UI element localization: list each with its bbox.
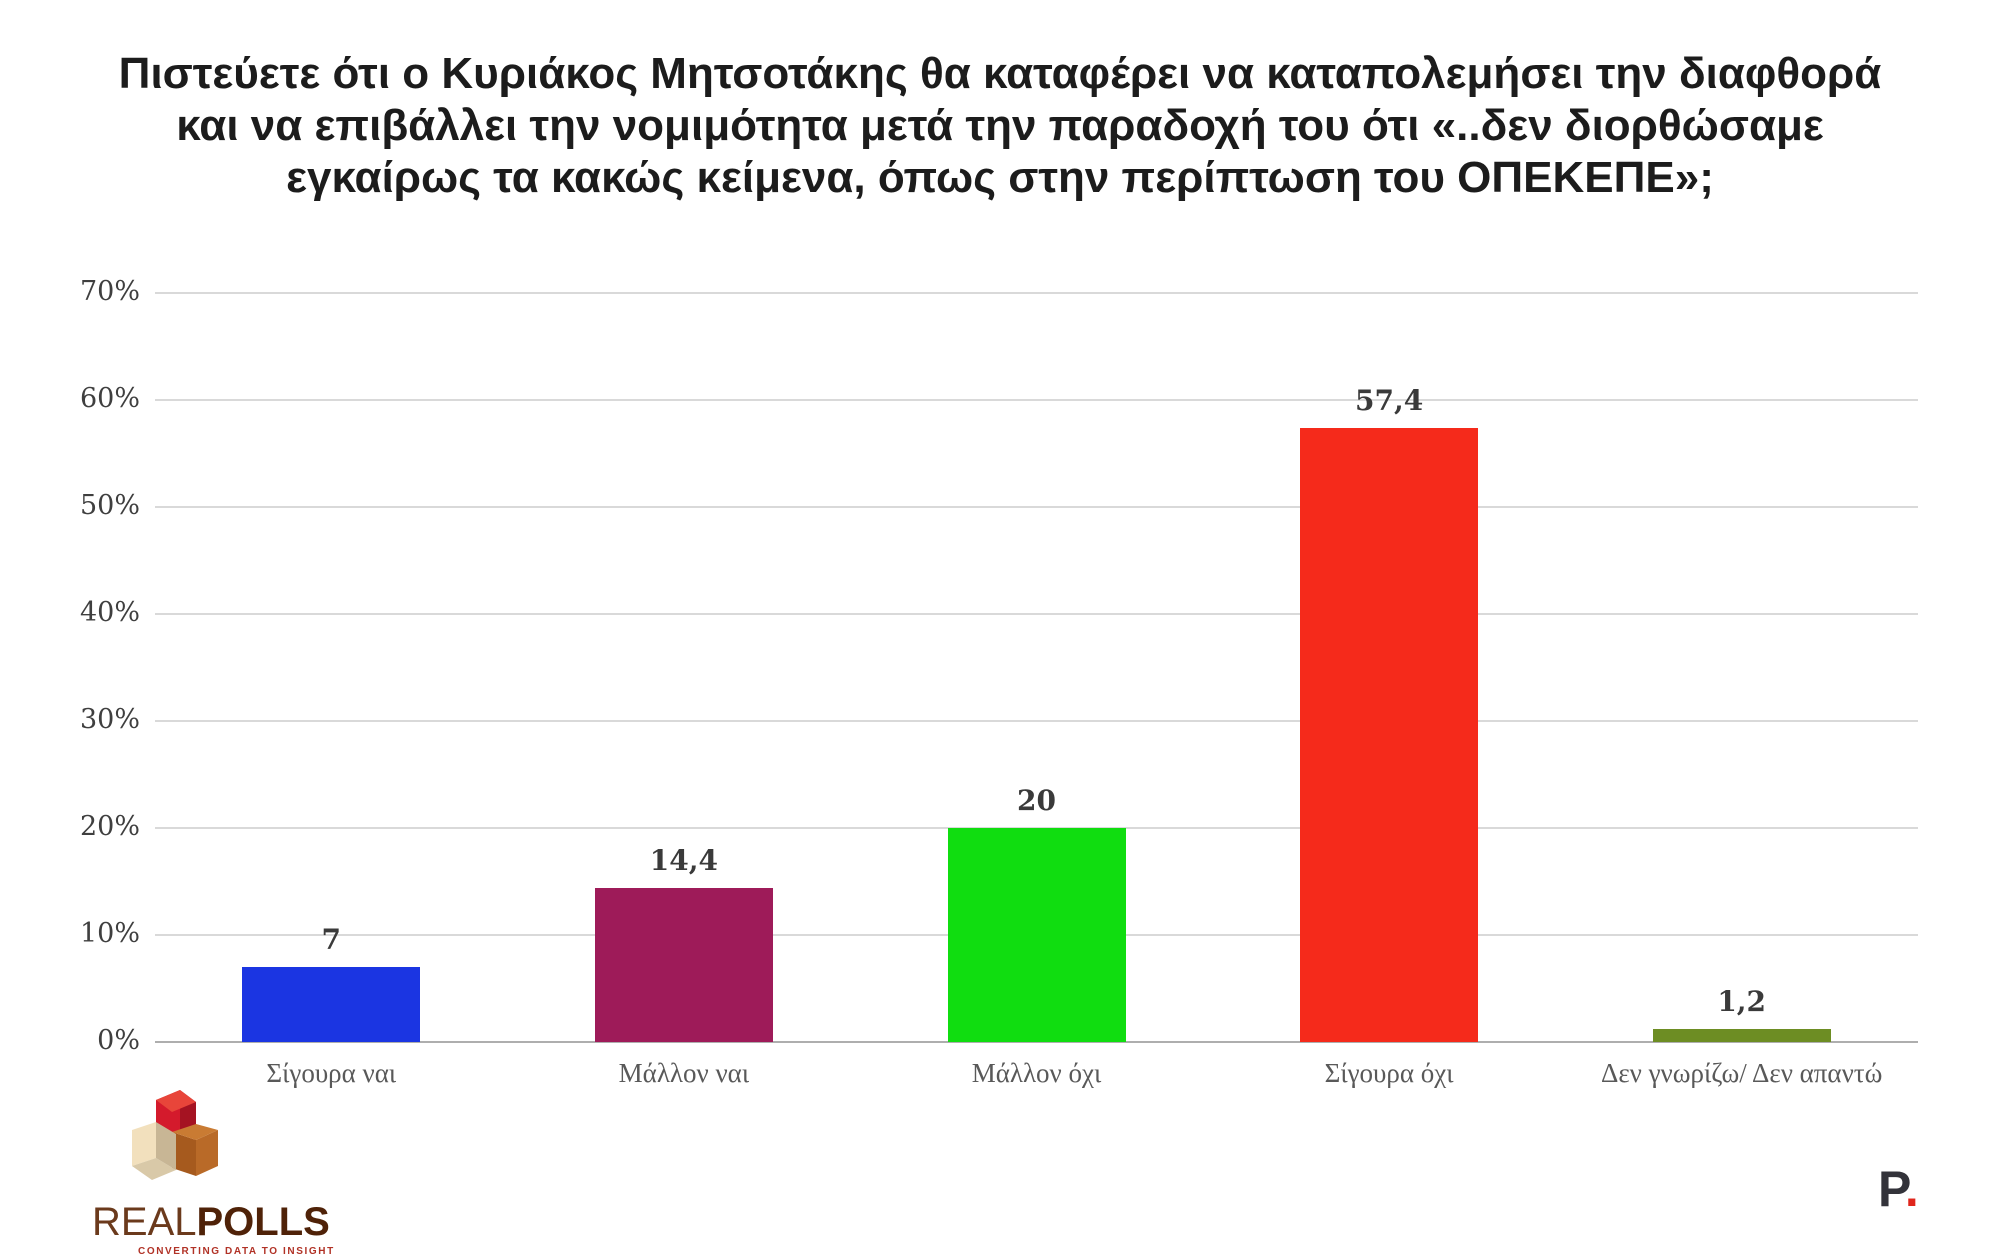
bar-value-label-4: 57,4 <box>1354 383 1424 417</box>
p-letter: P <box>1878 1161 1905 1217</box>
x-axis-category-label-1: Σίγουρα ναι <box>266 1058 397 1088</box>
p-red-dot: . <box>1904 1161 1919 1217</box>
x-axis-category-label-4: Σίγουρα όχι <box>1324 1058 1454 1088</box>
gridline-0% <box>155 1041 1918 1043</box>
gridline-70% <box>155 292 1918 294</box>
realpolls-word-real: REAL <box>92 1200 197 1244</box>
bar-1 <box>242 967 421 1042</box>
bar-value-label-2: 14,4 <box>649 843 718 877</box>
realpolls-wordmark: REALPOLLS <box>92 1200 330 1245</box>
realpolls-cube-icon <box>132 1090 218 1180</box>
realpolls-word-polls: POLLS <box>196 1200 330 1244</box>
x-axis-category-label-3: Μάλλον όχι <box>971 1058 1102 1088</box>
y-axis-tick-40%: 40% <box>79 597 140 628</box>
x-axis-category-label-5: Δεν γνωρίζω/ Δεν απαντώ <box>1600 1058 1883 1088</box>
bar-value-label-3: 20 <box>1017 784 1056 817</box>
bar-5 <box>1652 1029 1831 1042</box>
y-axis-tick-20%: 20% <box>79 811 140 842</box>
title-line-3: εγκαίρως τα κακώς κείμενα, όπως στην περ… <box>286 153 1714 202</box>
bar-4 <box>1300 427 1479 1042</box>
p-brand-logo: P. <box>1878 1160 1919 1218</box>
title-line-2: και να επιβάλλει την νομιμότητα μετά την… <box>176 101 1824 150</box>
realpolls-tagline: CONVERTING DATA TO INSIGHT <box>138 1246 335 1257</box>
gridline-60% <box>155 399 1918 401</box>
bar-value-label-1: 7 <box>321 923 342 957</box>
x-axis-category-label-2: Μάλλον ναι <box>618 1058 750 1088</box>
y-axis-tick-0%: 0% <box>97 1025 140 1056</box>
y-axis-tick-70%: 70% <box>79 276 140 307</box>
y-axis-tick-10%: 10% <box>79 918 140 949</box>
bar-value-label-5: 1,2 <box>1717 985 1767 1019</box>
realpolls-logo: REALPOLLS CONVERTING DATA TO INSIGHT <box>92 1088 352 1257</box>
y-axis-tick-60%: 60% <box>79 383 140 414</box>
gridline-50% <box>155 506 1918 508</box>
poll-question-title: Πιστεύετε ότι ο Κυριάκος Μητσοτάκης θα κ… <box>70 48 1930 204</box>
bar-3 <box>947 828 1126 1042</box>
gridline-40% <box>155 613 1918 615</box>
bar-2 <box>594 887 773 1042</box>
gridline-30% <box>155 720 1918 722</box>
y-axis-tick-30%: 30% <box>79 704 140 735</box>
title-line-1: Πιστεύετε ότι ο Κυριάκος Μητσοτάκης θα κ… <box>118 49 1882 98</box>
y-axis-tick-50%: 50% <box>79 490 140 521</box>
